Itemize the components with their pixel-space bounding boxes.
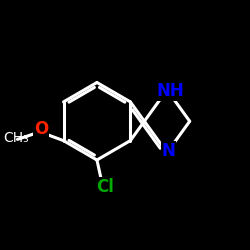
- Text: N: N: [161, 142, 175, 160]
- Text: NH: NH: [157, 82, 185, 100]
- Text: CH₃: CH₃: [3, 131, 29, 145]
- Text: O: O: [34, 120, 48, 138]
- Text: Cl: Cl: [96, 178, 114, 196]
